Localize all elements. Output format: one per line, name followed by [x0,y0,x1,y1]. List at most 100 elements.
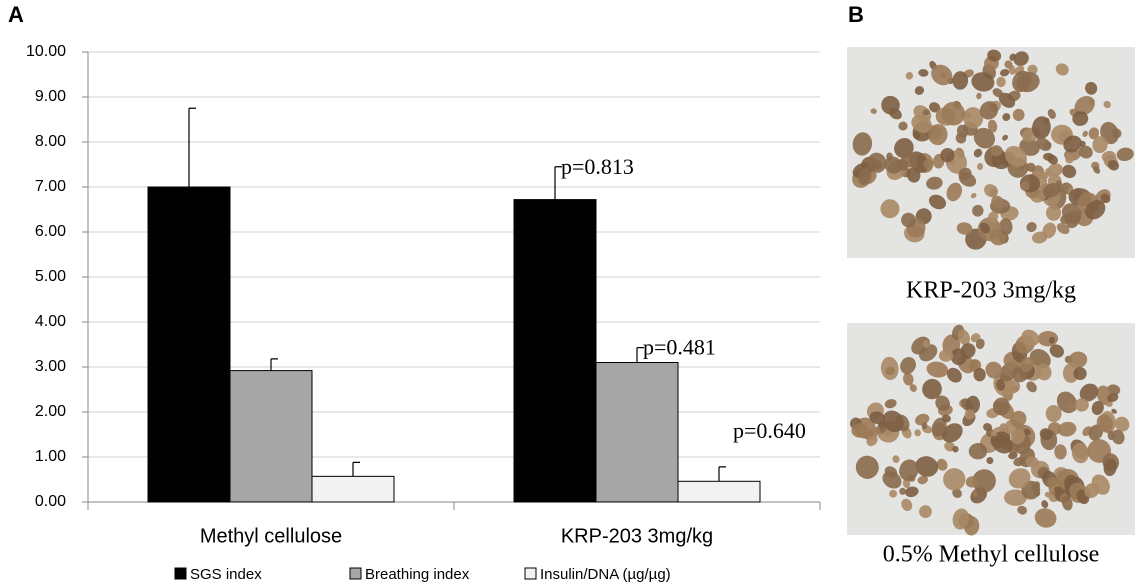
y-tick-label: 0.00 [35,493,66,510]
islet [987,49,1002,62]
legend-swatch [349,567,362,580]
islet [936,458,948,471]
islet [1004,60,1013,69]
islet [1088,127,1100,140]
islet [941,423,963,443]
islet [1056,222,1070,235]
islet [1032,116,1051,139]
islet [922,339,931,349]
islet [869,411,886,425]
islet [884,156,903,174]
islet [955,132,967,144]
islet [929,102,941,113]
islet [958,167,972,181]
x-tick-label: KRP-203 3mg/kg [561,525,713,547]
islet [956,222,973,235]
panel-label: B [848,2,864,27]
islet [902,478,911,489]
islet [1107,393,1119,403]
islet [1012,108,1025,121]
islet [1096,414,1114,433]
islet [928,124,948,146]
islet [1026,222,1037,233]
error-bar [554,166,562,200]
islet [901,498,913,512]
islet [1114,416,1130,432]
islet [866,435,878,447]
islet [971,72,995,92]
islet [880,199,900,219]
islet [992,397,1010,416]
islet [973,148,983,158]
islet [957,329,971,346]
islet [1078,145,1093,159]
islet [943,468,966,491]
bar [513,199,597,503]
islet [1085,200,1106,220]
islet [935,395,950,412]
islet [1061,495,1073,511]
islet [940,147,955,163]
islet [1023,428,1031,436]
bar [311,475,395,503]
islet [882,410,904,433]
islet [1111,128,1122,139]
islet [1057,421,1077,437]
islet [1017,505,1027,515]
islet [1074,398,1089,412]
islet [979,222,990,234]
p-value: p=0.813 [561,154,634,179]
islet [918,69,929,77]
islet [926,361,949,378]
islet [1041,500,1049,509]
islet [1079,383,1099,402]
islet [921,422,928,430]
islet [976,92,982,100]
y-tick-label: 6.00 [35,223,66,240]
islet [999,218,1013,236]
islet [1036,363,1052,381]
islet [1073,366,1087,381]
islet [987,119,998,133]
bar [147,186,231,503]
islet [964,409,975,420]
y-tick-label: 5.00 [35,268,66,285]
islet [1100,193,1111,204]
panel-label: A [8,2,24,27]
islet [1045,205,1062,221]
islet [1002,134,1008,141]
islet [946,367,962,383]
islet [946,182,963,202]
islet [879,426,887,433]
islet [944,441,955,452]
islet [990,430,998,437]
islet [1008,468,1031,489]
islet [952,488,962,498]
x-tick-label: Methyl cellulose [200,525,342,547]
islet [986,457,994,465]
islet [1049,344,1064,358]
islet [941,101,966,126]
islet [1091,400,1104,416]
islet [1013,51,1029,66]
bar [229,370,313,503]
islet [904,486,919,498]
islet [1042,183,1062,198]
islet [1111,408,1117,414]
islet [990,145,1003,157]
legend-swatch [524,567,537,580]
error-bar [352,461,360,477]
islet [963,107,984,129]
islet [882,471,902,489]
islet [999,68,1010,77]
legend-label: Breathing index [365,566,470,583]
bar [595,362,679,503]
islet [1103,100,1111,109]
islet [900,356,916,375]
islet [903,372,914,386]
islet [867,152,887,173]
islet [1026,381,1037,393]
islet [1048,336,1056,344]
islet [1082,130,1088,138]
